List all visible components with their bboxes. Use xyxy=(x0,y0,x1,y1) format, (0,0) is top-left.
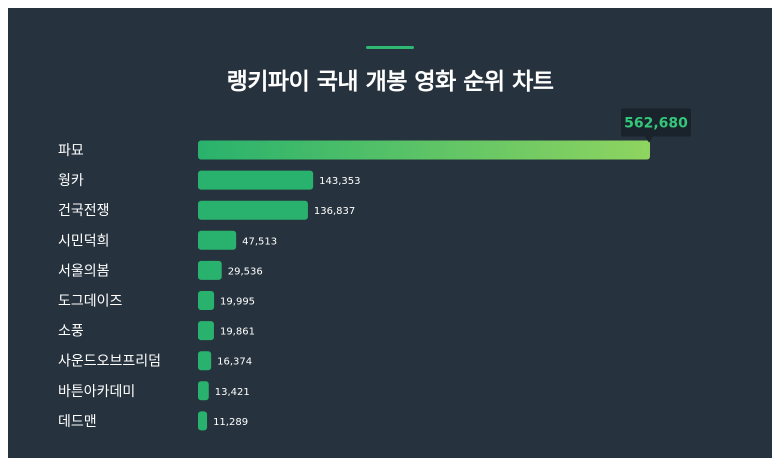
bar xyxy=(198,200,308,220)
value-label: 11,289 xyxy=(213,417,248,428)
value-label: 47,513 xyxy=(242,236,277,247)
value-label: 16,374 xyxy=(217,357,252,368)
chart-panel: 랭키파이 국내 개봉 영화 순위 차트 파묘 562,680 웡카 143,353 건국… xyxy=(8,8,772,458)
value-label: 136,837 xyxy=(314,206,355,217)
callout-pointer xyxy=(645,136,653,143)
bar xyxy=(198,170,314,190)
category-label: 소풍 xyxy=(58,324,84,340)
title-accent-line xyxy=(366,46,414,49)
value-label: 143,353 xyxy=(319,176,360,187)
bar xyxy=(198,291,215,310)
category-label: 데드맨 xyxy=(58,414,97,430)
bar xyxy=(198,321,214,341)
callout-box xyxy=(621,108,691,137)
chart-title: 랭키파이 국내 개봉 영화 순위 차트 xyxy=(226,69,554,95)
bar xyxy=(198,230,237,250)
value-label: 562,680 xyxy=(624,116,688,132)
top-value-callout: 562,680 xyxy=(621,108,691,143)
category-label: 서울의봄 xyxy=(58,263,110,279)
value-label: 19,995 xyxy=(220,297,255,308)
category-label: 건국전쟁 xyxy=(58,203,110,219)
bar xyxy=(198,260,222,280)
bar xyxy=(198,381,209,401)
category-label: 도그데이즈 xyxy=(58,294,123,310)
value-label: 13,421 xyxy=(215,387,250,398)
value-label: 29,536 xyxy=(228,266,263,277)
bar xyxy=(198,140,650,160)
category-label: 바튼아카데미 xyxy=(58,384,135,400)
value-label: 19,861 xyxy=(220,327,255,338)
category-label: 파묘 xyxy=(58,143,84,159)
bar xyxy=(198,351,212,371)
category-label: 사운드오브프리덤 xyxy=(58,354,161,370)
category-label: 시민덕희 xyxy=(58,233,110,249)
category-label: 웡카 xyxy=(58,173,84,189)
bar-chart: 파묘 562,680 웡카 143,353 건국전쟁 136,837 시민덕희 47,513 서… xyxy=(58,108,691,431)
bar xyxy=(198,411,208,431)
